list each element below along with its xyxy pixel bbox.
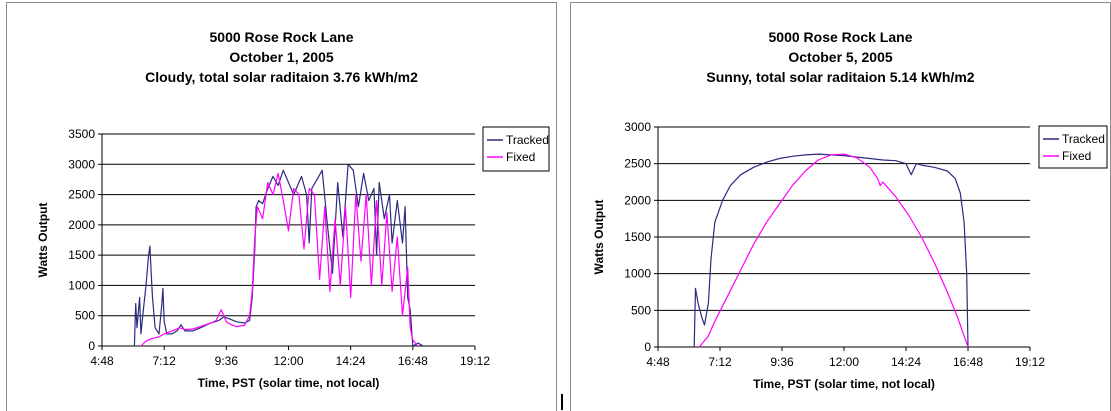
chart-title-line-2: October 1, 2005 bbox=[229, 49, 334, 65]
x-axis-title: Time, PST (solar time, not local) bbox=[753, 377, 935, 391]
series-line-tracked bbox=[693, 153, 969, 348]
legend-label-fixed: Fixed bbox=[506, 150, 535, 164]
y-tick-label: 1000 bbox=[624, 267, 651, 281]
chart-title-line-1: 5000 Rose Rock Lane bbox=[768, 29, 913, 45]
chart-title: 5000 Rose Rock Lane October 1, 2005 Clou… bbox=[7, 27, 556, 87]
chart-panel-oct-1: 5000 Rose Rock Lane October 1, 2005 Clou… bbox=[6, 2, 557, 411]
x-tick-label: 16:48 bbox=[953, 355, 983, 369]
chart-svg: 0 500 1000 1500 2000 2500 3000 4:48 7:12 9:36 12:0… bbox=[592, 120, 1108, 391]
x-axis-title: Time, PST (solar time, not local) bbox=[198, 376, 380, 390]
chart-svg: 0 500 1000 1500 2000 2500 3000 3500 4:48 7:12 9:36… bbox=[36, 126, 550, 390]
x-tick-label: 16:48 bbox=[398, 354, 428, 368]
y-axis-title: Watts Output bbox=[36, 203, 50, 278]
x-tick-label: 19:12 bbox=[1015, 355, 1045, 369]
series-line-fixed bbox=[140, 172, 419, 347]
y-tick-label: 500 bbox=[75, 309, 95, 323]
y-tick-label: 2500 bbox=[624, 157, 651, 171]
y-axis-title: Watts Output bbox=[592, 200, 606, 275]
x-tick-label: 19:12 bbox=[460, 354, 490, 368]
y-tick-label: 2000 bbox=[68, 218, 95, 232]
x-tick-label: 14:24 bbox=[336, 354, 366, 368]
divider-mark bbox=[561, 394, 563, 410]
chart-title-line-2: October 5, 2005 bbox=[788, 49, 893, 65]
chart-title-line-3: Cloudy, total solar raditaion 3.76 kWh/m… bbox=[145, 69, 418, 85]
x-tick-label: 14:24 bbox=[891, 355, 921, 369]
y-tick-label: 1500 bbox=[68, 248, 95, 262]
x-tick-label: 7:12 bbox=[708, 355, 732, 369]
x-tick-label: 12:00 bbox=[829, 355, 859, 369]
x-tick-label: 12:00 bbox=[273, 354, 303, 368]
y-tick-label: 0 bbox=[644, 340, 651, 354]
legend-label-fixed: Fixed bbox=[1062, 149, 1091, 163]
y-tick-label: 0 bbox=[88, 339, 95, 353]
y-tick-label: 1000 bbox=[68, 278, 95, 292]
y-tick-label: 3000 bbox=[68, 157, 95, 171]
chart-panel-oct-5: 5000 Rose Rock Lane October 5, 2005 Sunn… bbox=[570, 2, 1111, 411]
y-tick-label: 3000 bbox=[624, 120, 651, 134]
chart-title-line-3: Sunny, total solar raditaion 5.14 kWh/m2 bbox=[706, 69, 975, 85]
y-tick-label: 3500 bbox=[68, 127, 95, 141]
y-tick-label: 2500 bbox=[68, 188, 95, 202]
x-tick-label: 4:48 bbox=[646, 355, 670, 369]
y-tick-label: 500 bbox=[631, 303, 651, 317]
x-tick-label: 7:12 bbox=[152, 354, 176, 368]
x-tick-label: 4:48 bbox=[90, 354, 114, 368]
y-tick-label: 1500 bbox=[624, 230, 651, 244]
legend-box bbox=[482, 126, 550, 172]
legend-label-tracked: Tracked bbox=[1062, 132, 1105, 146]
chart-title-line-1: 5000 Rose Rock Lane bbox=[209, 29, 354, 45]
y-tick-label: 2000 bbox=[624, 193, 651, 207]
x-tick-label: 9:36 bbox=[215, 354, 239, 368]
series-line-fixed bbox=[698, 153, 969, 348]
x-tick-label: 9:36 bbox=[770, 355, 794, 369]
legend-label-tracked: Tracked bbox=[506, 133, 549, 147]
chart-title: 5000 Rose Rock Lane October 5, 2005 Sunn… bbox=[571, 27, 1110, 87]
legend-box bbox=[1038, 125, 1108, 169]
